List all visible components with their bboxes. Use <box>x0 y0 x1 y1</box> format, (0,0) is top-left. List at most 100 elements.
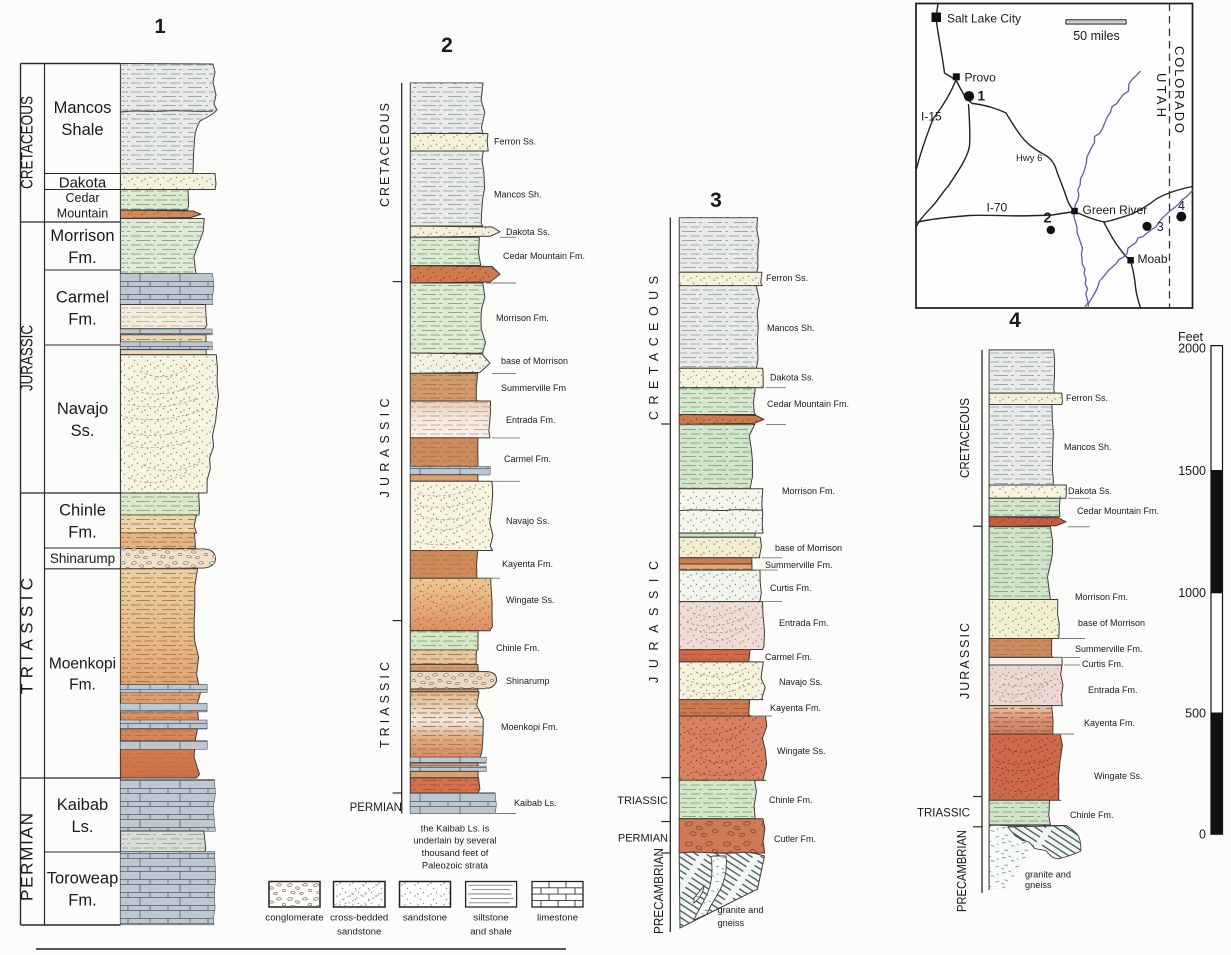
svg-text:Wingate Ss.: Wingate Ss. <box>1094 771 1143 781</box>
svg-text:I-70: I-70 <box>987 201 1008 215</box>
svg-text:Mancos: Mancos <box>54 99 112 117</box>
svg-text:Morrison: Morrison <box>50 227 114 245</box>
svg-text:TRIASSIC: TRIASSIC <box>378 662 392 748</box>
svg-text:Entrada Fm.: Entrada Fm. <box>1088 685 1138 695</box>
svg-text:Morrison Fm.: Morrison Fm. <box>496 313 549 323</box>
svg-text:Ss.: Ss. <box>71 422 95 440</box>
svg-text:50 miles: 50 miles <box>1073 29 1120 43</box>
svg-text:Chinle: Chinle <box>59 501 106 519</box>
svg-text:Curtis Fm.: Curtis Fm. <box>1082 659 1124 669</box>
svg-text:base of Morrison: base of Morrison <box>775 543 842 553</box>
svg-text:granite and: granite and <box>1025 870 1071 880</box>
svg-text:Moenkopi Fm.: Moenkopi Fm. <box>501 722 558 732</box>
svg-text:Navajo: Navajo <box>57 400 108 418</box>
svg-text:Dakota: Dakota <box>59 174 107 191</box>
svg-text:Entrada Fm.: Entrada Fm. <box>506 415 556 425</box>
svg-text:Navajo Ss.: Navajo Ss. <box>779 677 823 687</box>
svg-text:Mancos Sh.: Mancos Sh. <box>767 323 815 333</box>
svg-text:Shale: Shale <box>61 121 103 139</box>
svg-text:Mancos Sh.: Mancos Sh. <box>1064 442 1112 452</box>
svg-text:CRETACEOUS: CRETACEOUS <box>378 103 392 207</box>
svg-text:PERMIAN: PERMIAN <box>350 802 402 814</box>
svg-text:Summerville Fm.: Summerville Fm. <box>1075 644 1143 654</box>
svg-text:PERMIAN: PERMIAN <box>18 813 37 901</box>
svg-text:Shinarump: Shinarump <box>506 676 550 686</box>
svg-text:3: 3 <box>710 189 722 212</box>
svg-text:Entrada Fm.: Entrada Fm. <box>779 618 829 628</box>
svg-text:Moab: Moab <box>1138 252 1168 266</box>
svg-text:2: 2 <box>441 34 453 57</box>
svg-text:Kayenta Fm.: Kayenta Fm. <box>502 559 553 569</box>
svg-text:base of Morrison: base of Morrison <box>501 356 568 366</box>
svg-text:JURASSIC: JURASSIC <box>378 399 392 498</box>
svg-text:Chinle Fm.: Chinle Fm. <box>769 795 813 805</box>
svg-text:Morrison Fm.: Morrison Fm. <box>782 486 835 496</box>
svg-text:Green River: Green River <box>1083 203 1148 217</box>
svg-text:underlain by several: underlain by several <box>413 836 496 846</box>
svg-text:Fm.: Fm. <box>68 891 96 909</box>
svg-text:CRETACEOUS: CRETACEOUS <box>958 398 972 478</box>
svg-text:CRETACEOUS: CRETACEOUS <box>647 276 661 420</box>
svg-text:Curtis Fm.: Curtis Fm. <box>770 583 812 593</box>
svg-text:1: 1 <box>978 89 986 104</box>
svg-text:Kaibab Ls.: Kaibab Ls. <box>514 798 557 808</box>
svg-text:Moenkopi: Moenkopi <box>49 655 116 672</box>
svg-text:Shinarump: Shinarump <box>50 551 115 566</box>
svg-text:Summerville Fm.: Summerville Fm. <box>765 560 833 570</box>
svg-text:3: 3 <box>1157 220 1164 234</box>
svg-text:500: 500 <box>1185 707 1206 721</box>
svg-text:Kayenta Fm.: Kayenta Fm. <box>770 703 821 713</box>
svg-text:2: 2 <box>1043 211 1051 227</box>
svg-text:limestone: limestone <box>537 912 578 923</box>
svg-text:Cedar: Cedar <box>65 191 99 205</box>
svg-text:Cedar Mountain Fm.: Cedar Mountain Fm. <box>1077 506 1159 516</box>
svg-text:Summerville Fm: Summerville Fm <box>501 383 566 393</box>
svg-text:4: 4 <box>1009 309 1021 332</box>
svg-text:Wingate Ss.: Wingate Ss. <box>777 746 826 756</box>
svg-text:Mountain: Mountain <box>57 207 108 221</box>
svg-text:PERMIAN: PERMIAN <box>618 833 668 845</box>
svg-text:Morrison Fm.: Morrison Fm. <box>1075 592 1128 602</box>
svg-text:Kayenta Fm.: Kayenta Fm. <box>1084 718 1135 728</box>
svg-text:1500: 1500 <box>1178 464 1206 478</box>
svg-text:Ferron Ss.: Ferron Ss. <box>766 273 808 283</box>
svg-text:gneiss: gneiss <box>718 918 745 928</box>
svg-text:PRECAMBRIAN: PRECAMBRIAN <box>652 848 666 934</box>
svg-text:sandstone: sandstone <box>403 912 447 923</box>
svg-text:Dakota Ss.: Dakota Ss. <box>506 227 550 237</box>
svg-text:sandstone: sandstone <box>337 927 381 938</box>
svg-text:Toroweap: Toroweap <box>47 869 119 887</box>
svg-text:Provo: Provo <box>965 71 997 85</box>
svg-text:2000: 2000 <box>1178 342 1206 356</box>
svg-text:CRETACEOUS: CRETACEOUS <box>18 96 37 189</box>
svg-text:Paleozoic strata: Paleozoic strata <box>422 861 489 871</box>
svg-text:Mancos Sh.: Mancos Sh. <box>494 189 542 199</box>
svg-text:Navajo Ss.: Navajo Ss. <box>506 516 550 526</box>
svg-text:siltstone: siltstone <box>473 912 508 923</box>
svg-text:1: 1 <box>154 16 165 38</box>
svg-text:Hwy 6: Hwy 6 <box>1016 153 1042 164</box>
svg-text:thousand feet of: thousand feet of <box>422 848 489 858</box>
svg-text:cross-bedded: cross-bedded <box>330 912 388 923</box>
svg-text:Carmel Fm.: Carmel Fm. <box>765 652 812 662</box>
svg-text:Chinle Fm.: Chinle Fm. <box>1070 810 1114 820</box>
svg-text:JURASSIC: JURASSIC <box>647 561 661 683</box>
svg-text:Fm.: Fm. <box>69 676 96 693</box>
svg-text:Cedar Mountain Fm.: Cedar Mountain Fm. <box>503 251 585 261</box>
svg-text:conglomerate: conglomerate <box>265 912 323 923</box>
svg-text:and shale: and shale <box>470 927 512 938</box>
svg-text:Fm.: Fm. <box>68 310 96 328</box>
svg-text:Chinle Fm.: Chinle Fm. <box>496 643 540 653</box>
svg-text:Wingate Ss.: Wingate Ss. <box>506 595 555 605</box>
svg-text:Carmel: Carmel <box>56 288 109 306</box>
svg-text:COLORADO: COLORADO <box>1172 46 1187 135</box>
svg-text:Ferron Ss.: Ferron Ss. <box>1066 393 1108 403</box>
svg-text:the Kaibab Ls. is: the Kaibab Ls. is <box>421 823 490 833</box>
svg-text:Carmel Fm.: Carmel Fm. <box>504 454 551 464</box>
svg-text:Dakota Ss.: Dakota Ss. <box>770 373 814 383</box>
svg-text:I-15: I-15 <box>921 110 942 124</box>
svg-text:PRECAMBRIAN: PRECAMBRIAN <box>955 830 969 912</box>
svg-text:Cutler Fm.: Cutler Fm. <box>774 834 816 844</box>
svg-text:4: 4 <box>1178 199 1185 213</box>
svg-text:Feet: Feet <box>1178 330 1204 344</box>
